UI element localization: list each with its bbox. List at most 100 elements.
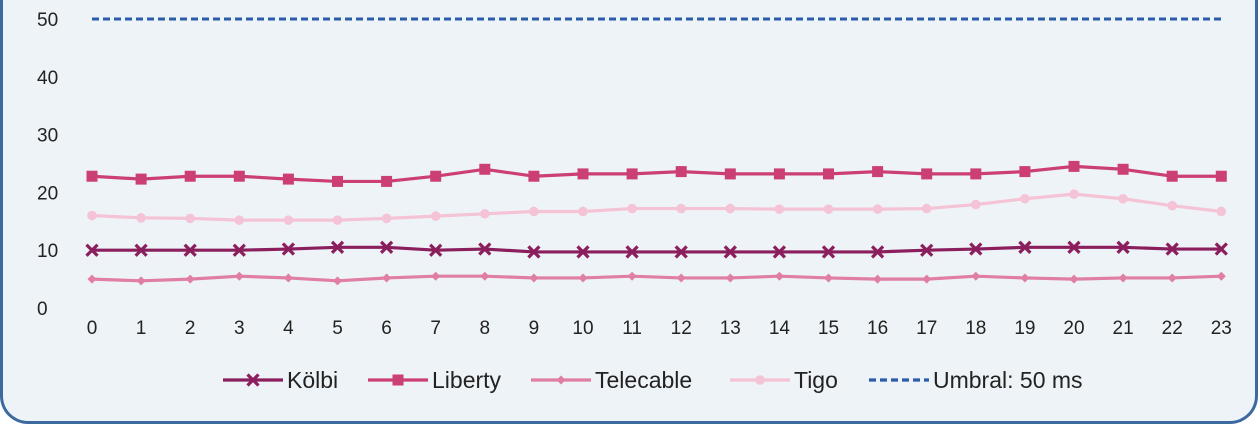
diamond-marker-icon: [136, 276, 146, 286]
circle-marker-icon: [185, 213, 195, 224]
data-point: [824, 273, 833, 283]
square-marker-icon: [1117, 163, 1129, 175]
circle-marker-icon: [381, 213, 392, 224]
data-point: [922, 274, 932, 284]
data-point: [970, 168, 982, 180]
diamond-marker-icon: [1216, 271, 1226, 281]
x-tick-label: 1: [136, 318, 147, 339]
data-point: [381, 175, 393, 187]
data-point: [773, 168, 785, 180]
circle-marker-icon: [823, 204, 834, 214]
data-point: [1214, 242, 1228, 256]
circle-marker-icon: [430, 211, 441, 221]
x-marker-icon: [625, 245, 639, 259]
data-point: [1018, 240, 1032, 254]
circle-marker-icon: [872, 204, 883, 214]
data-point: [85, 243, 99, 257]
data-point: [1167, 273, 1177, 283]
circle-marker-icon: [332, 215, 343, 225]
x-tick-label: 21: [1113, 318, 1134, 339]
data-point: [969, 242, 983, 256]
data-point: [774, 204, 785, 214]
data-point: [429, 243, 443, 257]
square-marker-icon: [1068, 160, 1080, 172]
data-point: [578, 273, 588, 283]
x-marker-icon: [723, 245, 737, 259]
series-layer: [85, 17, 1228, 286]
square-marker-icon: [823, 168, 834, 180]
diamond-marker-icon: [185, 274, 195, 284]
square-marker-icon: [1166, 170, 1178, 182]
data-point: [333, 276, 342, 286]
data-point: [430, 211, 441, 221]
circle-marker-icon: [1020, 193, 1030, 204]
data-point: [627, 203, 637, 214]
data-point: [872, 166, 884, 178]
x-tick-label: 17: [916, 318, 937, 339]
circle-marker-icon: [921, 203, 932, 214]
data-point: [1069, 189, 1079, 199]
data-point: [1167, 200, 1177, 211]
diamond-marker-icon: [873, 274, 883, 284]
data-point: [772, 245, 787, 259]
data-point: [1019, 166, 1031, 178]
x-tick-label: 7: [430, 318, 441, 339]
data-point: [821, 245, 836, 259]
square-marker-icon: [724, 168, 736, 180]
data-point: [478, 242, 492, 256]
y-tick-label: 50: [37, 10, 58, 31]
x-marker-icon: [379, 240, 394, 254]
data-point: [283, 273, 293, 283]
data-point: [873, 274, 883, 284]
x-marker-icon: [183, 243, 197, 257]
data-point: [774, 271, 784, 281]
data-point: [185, 213, 195, 224]
square-marker-icon: [430, 170, 442, 182]
diamond-marker-icon: [1118, 273, 1128, 283]
data-point: [576, 245, 590, 259]
data-point: [921, 203, 932, 214]
legend-item: Tigo: [730, 367, 838, 393]
diamond-marker-icon: [1020, 273, 1030, 283]
data-point: [379, 240, 394, 254]
circle-marker-icon: [1167, 200, 1177, 211]
diamond-marker-icon: [529, 273, 539, 283]
data-point: [676, 273, 686, 283]
data-point: [185, 274, 195, 284]
data-point: [577, 168, 589, 180]
x-tick-label: 22: [1162, 318, 1183, 339]
legend-label: Telecable: [595, 367, 692, 393]
x-tick-label: 13: [720, 318, 741, 339]
circle-marker-icon: [578, 206, 588, 217]
square-marker-icon: [921, 168, 933, 180]
data-point: [330, 240, 345, 254]
x-marker-icon: [870, 245, 885, 259]
diamond-marker-icon: [1069, 274, 1079, 284]
data-point: [1116, 240, 1130, 254]
square-marker-icon: [135, 173, 147, 185]
x-marker-icon: [1116, 240, 1130, 254]
circle-marker-icon: [725, 203, 736, 214]
circle-marker-icon: [971, 199, 981, 210]
diamond-marker-icon: [922, 274, 932, 284]
data-point: [1020, 273, 1030, 283]
data-point: [234, 271, 244, 281]
data-point: [627, 271, 637, 281]
data-point: [283, 215, 294, 225]
data-point: [282, 173, 294, 185]
diamond-marker-icon: [676, 273, 686, 283]
data-point: [87, 210, 97, 221]
data-point: [920, 243, 934, 257]
square-marker-icon: [332, 175, 343, 187]
x-tick-label: 14: [769, 318, 791, 339]
series-line: [92, 245, 1222, 254]
x-marker-icon: [1165, 242, 1179, 256]
circle-marker-icon: [627, 203, 637, 214]
legend-item: Kölbi: [223, 367, 338, 393]
square-marker-icon: [233, 170, 245, 182]
data-point: [184, 170, 196, 182]
square-marker-icon: [1215, 170, 1227, 182]
x-tick-label: 10: [572, 318, 593, 339]
diamond-marker-icon: [480, 271, 490, 281]
